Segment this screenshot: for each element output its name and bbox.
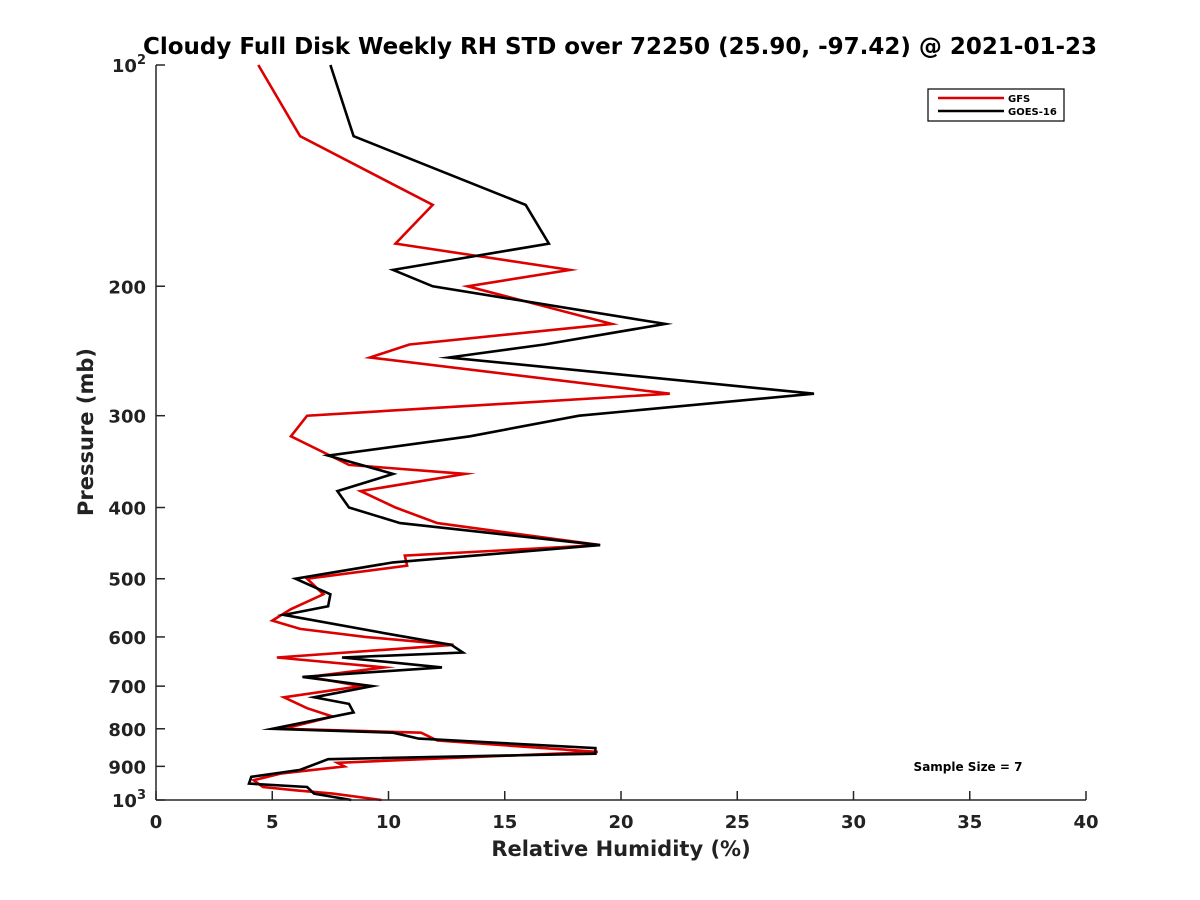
y-tick-label: 900 bbox=[108, 757, 146, 778]
y-tick-label: 600 bbox=[108, 628, 146, 649]
axes-layer: 0 5 10 15 20 25 30 35 40 102 200 300 400 500 600 700 800… bbox=[108, 53, 1098, 833]
y-axis-label: Pressure (mb) bbox=[74, 348, 98, 516]
x-tick-label: 10 bbox=[376, 812, 401, 833]
y-tick-label: 103 bbox=[112, 788, 146, 812]
legend-label-gfs: GFS bbox=[1008, 94, 1030, 105]
y-tick-label: 200 bbox=[108, 277, 146, 298]
chart-title: Cloudy Full Disk Weekly RH STD over 7225… bbox=[143, 34, 1097, 60]
legend-box bbox=[927, 88, 1065, 122]
y-tick-label: 102 bbox=[112, 53, 146, 77]
x-tick-label: 5 bbox=[266, 812, 279, 833]
series-layer bbox=[247, 64, 815, 802]
x-tick-label: 25 bbox=[725, 812, 750, 833]
y-tick-label: 800 bbox=[108, 720, 146, 741]
x-axis-label: Relative Humidity (%) bbox=[491, 837, 750, 861]
x-tick-label: 20 bbox=[608, 812, 633, 833]
legend-label-goes-16: GOES-16 bbox=[1008, 107, 1057, 118]
series-line-goes-16 bbox=[247, 64, 815, 802]
x-tick-label: 40 bbox=[1073, 812, 1098, 833]
sample-size-annotation: Sample Size = 7 bbox=[914, 760, 1023, 774]
y-tick-label: 300 bbox=[108, 407, 146, 428]
x-tick-label: 30 bbox=[841, 812, 866, 833]
y-tick-label: 400 bbox=[108, 499, 146, 520]
y-tick-label: 500 bbox=[108, 570, 146, 591]
x-tick-label: 15 bbox=[492, 812, 517, 833]
x-tick-label: 35 bbox=[957, 812, 982, 833]
legend: GFS GOES-16 bbox=[927, 88, 1065, 122]
y-tick-label: 700 bbox=[108, 677, 146, 698]
x-tick-label: 0 bbox=[150, 812, 163, 833]
